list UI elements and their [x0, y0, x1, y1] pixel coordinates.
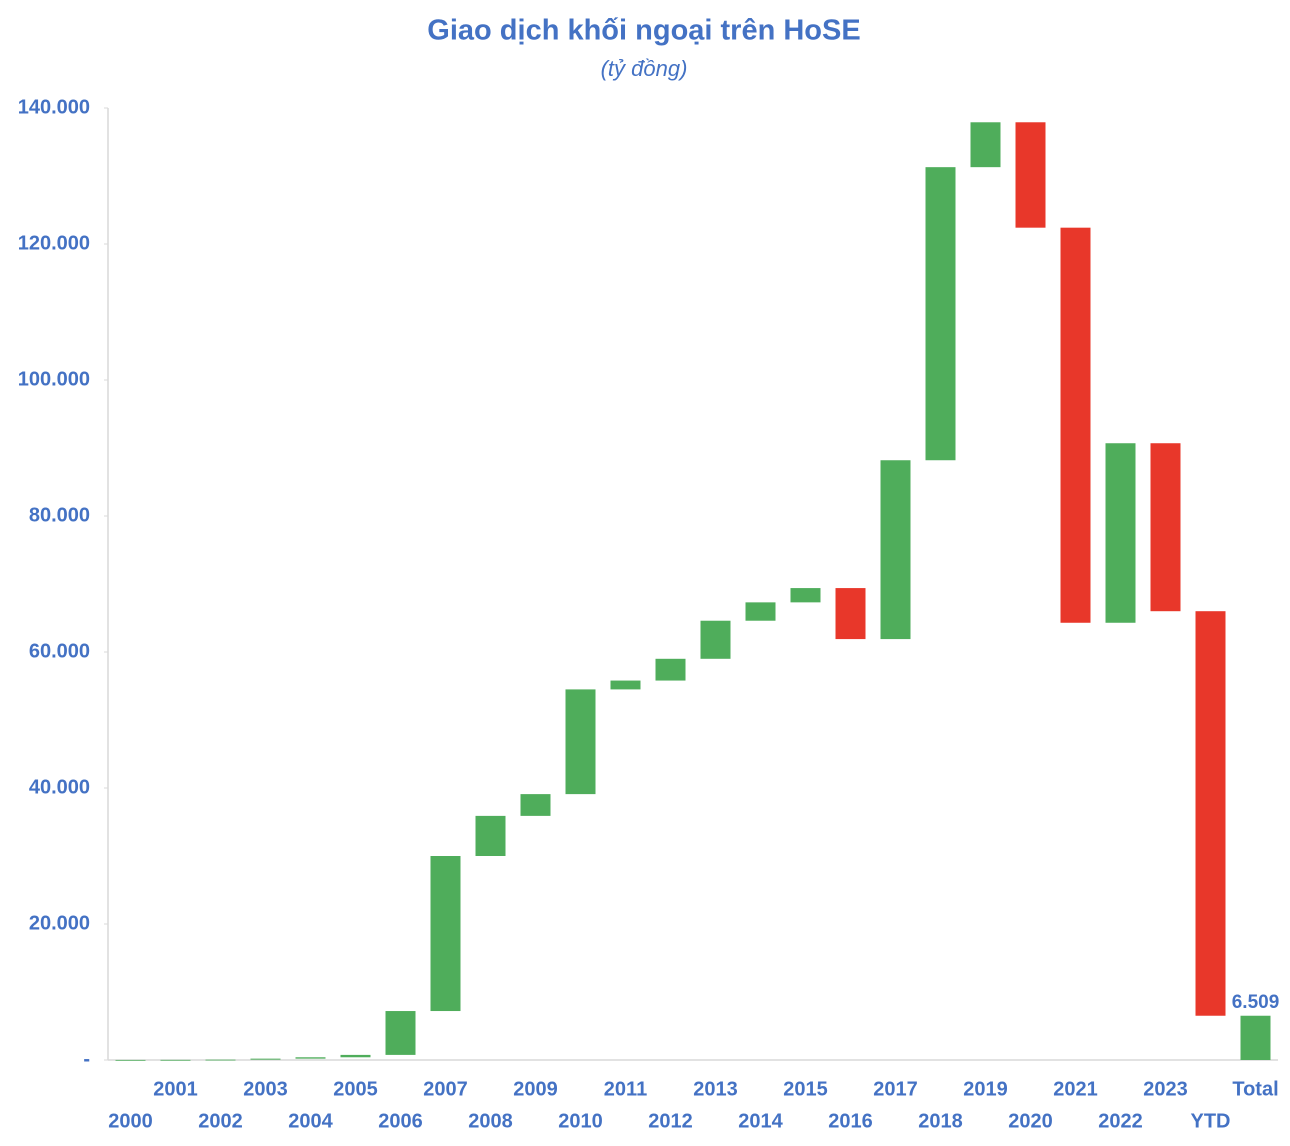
x-tick-label: 2022 — [1098, 1110, 1143, 1132]
bar — [1150, 443, 1181, 612]
x-tick-label: 2017 — [873, 1078, 918, 1100]
bar — [790, 588, 821, 603]
bar — [655, 658, 686, 681]
x-tick-label: 2014 — [738, 1110, 783, 1132]
x-tick-label: 2023 — [1143, 1078, 1188, 1100]
x-tick-label: 2015 — [783, 1078, 828, 1100]
bar — [835, 588, 866, 640]
x-tick-label: 2005 — [333, 1078, 378, 1100]
x-tick-label: 2020 — [1008, 1110, 1053, 1132]
x-tick-label: 2018 — [918, 1110, 963, 1132]
x-tick-label: 2019 — [963, 1078, 1008, 1100]
bar — [925, 167, 956, 461]
bar — [1195, 611, 1226, 1016]
x-tick-label: 2016 — [828, 1110, 873, 1132]
bar — [160, 1059, 191, 1061]
bar — [250, 1058, 281, 1060]
bar — [565, 689, 596, 795]
y-tick-label: 100.000 — [18, 368, 90, 390]
y-tick-label: 140.000 — [18, 96, 90, 118]
y-tick-label: 20.000 — [29, 912, 90, 934]
bar — [475, 815, 506, 856]
bar — [1015, 122, 1046, 228]
x-tick-label: 2012 — [648, 1110, 693, 1132]
x-tick-label: 2007 — [423, 1078, 468, 1100]
chart-title: Giao dịch khối ngoại trên HoSE — [427, 15, 860, 47]
bar — [1105, 443, 1136, 623]
y-tick-label: 120.000 — [18, 232, 90, 254]
bar — [205, 1059, 236, 1061]
x-tick-label: 2013 — [693, 1078, 738, 1100]
x-tick-label: 2009 — [513, 1078, 558, 1100]
x-tick-label: 2001 — [153, 1078, 198, 1100]
bar — [115, 1059, 146, 1061]
x-tick-label: 2021 — [1053, 1078, 1098, 1100]
x-tick-label: 2000 — [108, 1110, 153, 1132]
y-tick-label: 40.000 — [29, 776, 90, 798]
bar — [970, 122, 1001, 168]
x-tick-label: 2002 — [198, 1110, 243, 1132]
bar — [340, 1054, 371, 1058]
bar — [520, 794, 551, 816]
chart-subtitle: (tỷ đồng) — [601, 56, 688, 81]
y-tick-label: 60.000 — [29, 640, 90, 662]
x-tick-label: 2008 — [468, 1110, 513, 1132]
x-tick-label: 2006 — [378, 1110, 423, 1132]
value-label: 6.509 — [1232, 992, 1280, 1013]
bar — [1060, 227, 1091, 623]
bar — [700, 620, 731, 659]
bar — [610, 680, 641, 690]
bar — [1240, 1015, 1271, 1060]
y-tick-label: - — [83, 1048, 90, 1070]
x-tick-label: 2003 — [243, 1078, 288, 1100]
y-tick-label: 80.000 — [29, 504, 90, 526]
bar — [430, 856, 461, 1012]
x-tick-label: 2010 — [558, 1110, 603, 1132]
x-tick-label: 2004 — [288, 1110, 333, 1132]
x-tick-label: 2011 — [604, 1078, 647, 1100]
bar — [880, 460, 911, 640]
x-tick-label: Total — [1232, 1078, 1278, 1100]
x-tick-label: YTD — [1191, 1110, 1231, 1132]
bar — [745, 602, 776, 621]
bar — [385, 1011, 416, 1055]
bar — [295, 1057, 326, 1059]
